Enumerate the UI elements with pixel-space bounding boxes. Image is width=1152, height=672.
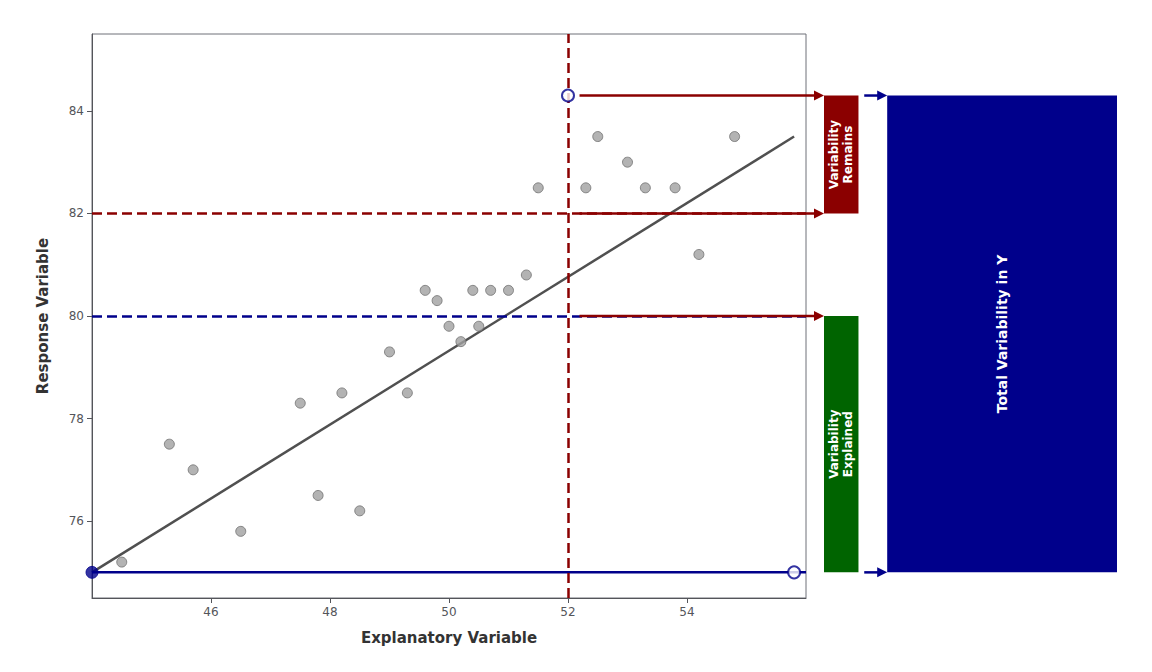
svg-text:Response Variable: Response Variable — [34, 238, 52, 394]
svg-text:50: 50 — [441, 605, 456, 619]
svg-text:Explained: Explained — [841, 411, 855, 477]
svg-text:82: 82 — [69, 206, 84, 220]
svg-text:46: 46 — [203, 605, 218, 619]
svg-text:Total Variability in Y: Total Variability in Y — [994, 254, 1010, 414]
svg-text:80: 80 — [69, 309, 84, 323]
svg-text:Remains: Remains — [841, 126, 855, 184]
svg-text:48: 48 — [322, 605, 337, 619]
svg-text:78: 78 — [69, 412, 84, 426]
svg-text:54: 54 — [679, 605, 694, 619]
svg-text:84: 84 — [69, 104, 84, 118]
svg-text:76: 76 — [69, 514, 84, 528]
svg-text:Explanatory Variable: Explanatory Variable — [361, 629, 537, 647]
svg-text:Variability: Variability — [827, 409, 841, 479]
svg-text:52: 52 — [560, 605, 575, 619]
svg-text:Variability: Variability — [827, 120, 841, 190]
